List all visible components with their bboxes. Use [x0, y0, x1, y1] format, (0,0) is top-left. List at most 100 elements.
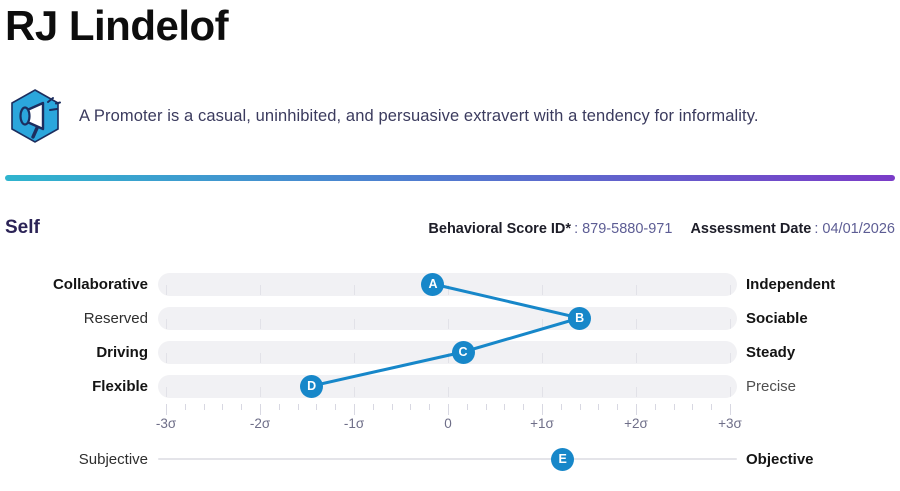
trait-rows: Collaborative A Independent Reserved B Sociab…: [5, 267, 895, 403]
axis-tick: [485, 404, 487, 411]
sigma-gridline: [542, 318, 543, 329]
megaphone-icon: [7, 88, 63, 144]
sigma-gridline: [730, 284, 731, 295]
axis-ruler-row: -3σ -2σ -1σ 0 +1σ +2σ +3σ: [5, 403, 895, 435]
assessment-meta: Behavioral Score ID*: 879-5880-971 Asses…: [428, 221, 895, 237]
profile-description: A Promoter is a casual, uninhibited, and…: [79, 106, 759, 125]
sigma-gridline: [730, 386, 731, 397]
sigma-gridline: [636, 386, 637, 397]
sigma-gridline: [354, 352, 355, 363]
sigma-gridline: [260, 318, 261, 329]
axis-tick: [542, 404, 543, 416]
axis-label: -1σ: [343, 416, 365, 432]
axis-tick: [335, 404, 337, 411]
gradient-divider: [5, 175, 895, 182]
sigma-gridline: [354, 318, 355, 329]
axis-tick: [297, 404, 299, 411]
trait-label-right: Independent: [746, 275, 836, 293]
sigma-gridline: [448, 318, 449, 329]
spectrum-row: Subjective E Objective: [5, 445, 895, 473]
trait-track: A: [158, 272, 737, 296]
meta-row: Self Behavioral Score ID*: 879-5880-971 …: [5, 217, 895, 239]
sigma-gridline: [166, 386, 167, 397]
spectrum-track: E: [158, 447, 737, 471]
axis-label: +3σ: [718, 416, 742, 432]
axis-ruler: -3σ -2σ -1σ 0 +1σ +2σ +3σ: [156, 403, 742, 435]
axis-tick: [278, 404, 280, 411]
trait-label-left: Flexible: [92, 377, 148, 395]
spectrum-label-right: Objective: [746, 450, 814, 468]
trait-row: Reserved B Sociable: [5, 301, 895, 335]
axis-tick: [636, 404, 637, 416]
trait-label-left: Collaborative: [52, 275, 148, 293]
axis-tick: [372, 404, 374, 411]
track-bar: [158, 272, 737, 296]
sigma-gridline: [166, 284, 167, 295]
score-id-label: Behavioral Score ID*: [428, 221, 572, 238]
axis-tick: [730, 404, 731, 416]
track-bar: [158, 340, 737, 364]
spectrum-line: [158, 458, 737, 461]
sigma-gridline: [636, 318, 637, 329]
marker-d[interactable]: D: [300, 374, 324, 398]
axis-tick: [184, 404, 186, 411]
marker-e[interactable]: E: [551, 447, 575, 471]
profile-chart: Collaborative A Independent Reserved B Sociab…: [5, 267, 895, 473]
axis-tick: [711, 404, 713, 411]
track-bar: [158, 306, 737, 330]
spectrum-label-left: Subjective: [78, 450, 148, 468]
sigma-gridline: [730, 352, 731, 363]
score-id-value: : 879-5880-971: [574, 221, 673, 238]
sigma-gridline: [354, 284, 355, 295]
axis-tick: [673, 404, 675, 411]
sigma-gridline: [636, 352, 637, 363]
trait-label-left: Reserved: [83, 309, 148, 327]
axis-tick: [448, 404, 449, 416]
axis-label: -2σ: [249, 416, 271, 432]
sigma-gridline: [448, 352, 449, 363]
sigma-gridline: [542, 284, 543, 295]
trait-row: Flexible D Precise: [5, 369, 895, 403]
sigma-gridline: [448, 284, 449, 295]
sigma-gridline: [354, 386, 355, 397]
axis-tick: [692, 404, 694, 411]
sigma-gridline: [166, 318, 167, 329]
axis-tick: [354, 404, 355, 416]
marker-b[interactable]: B: [568, 306, 592, 330]
sigma-gridline: [542, 352, 543, 363]
axis-tick: [654, 404, 656, 411]
page-title: RJ Lindelof: [5, 2, 229, 49]
axis-tick: [466, 404, 468, 411]
trait-row: Driving C Steady: [5, 335, 895, 369]
assessment-date-label: Assessment Date: [690, 221, 812, 238]
axis-tick: [504, 404, 506, 411]
marker-a[interactable]: A: [421, 272, 445, 296]
axis-tick: [222, 404, 224, 411]
trait-label-right: Sociable: [746, 309, 808, 327]
axis-tick: [560, 404, 562, 411]
sigma-gridline: [636, 284, 637, 295]
profile-summary: A Promoter is a casual, uninhibited, and…: [7, 88, 895, 144]
axis-tick: [410, 404, 412, 411]
axis-tick: [429, 404, 431, 411]
track-bar: [158, 374, 737, 398]
trait-row: Collaborative A Independent: [5, 267, 895, 301]
marker-c[interactable]: C: [451, 340, 475, 364]
axis-tick: [260, 404, 261, 416]
sigma-gridline: [260, 284, 261, 295]
trait-track: C: [158, 340, 737, 364]
section-label: Self: [5, 217, 40, 239]
axis-tick: [598, 404, 600, 411]
axis-label: +1σ: [530, 416, 554, 432]
axis-tick: [203, 404, 205, 411]
axis-tick: [391, 404, 393, 411]
sigma-gridline: [166, 352, 167, 363]
trait-track: D: [158, 374, 737, 398]
trait-label-right: Precise: [746, 377, 797, 395]
trait-label-left: Driving: [96, 343, 148, 361]
assessment-date-value: : 04/01/2026: [814, 221, 895, 238]
sigma-gridline: [730, 318, 731, 329]
axis-tick: [523, 404, 525, 411]
sigma-gridline: [260, 352, 261, 363]
